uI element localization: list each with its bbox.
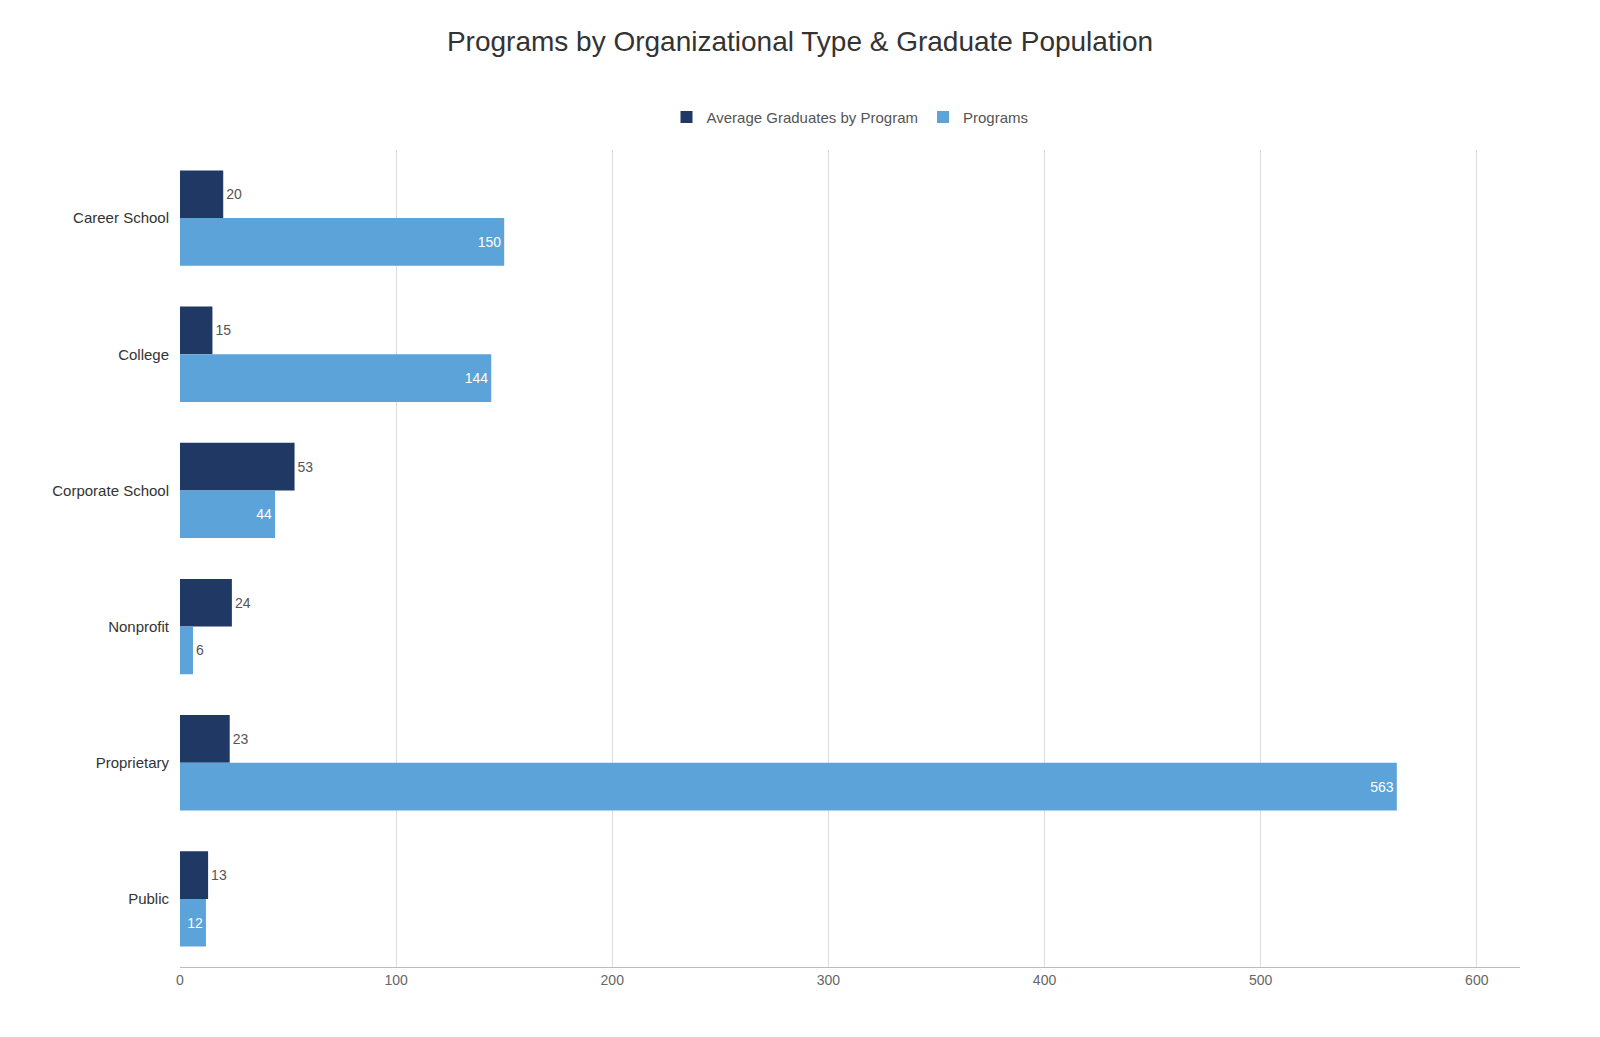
svg-text:23: 23 [233,731,249,747]
svg-text:Nonprofit: Nonprofit [108,618,170,635]
svg-text:144: 144 [465,370,489,386]
svg-text:563: 563 [1370,779,1394,795]
svg-text:Average Graduates by Program: Average Graduates by Program [707,109,919,126]
svg-text:15: 15 [215,322,231,338]
svg-text:Corporate School: Corporate School [52,482,169,499]
svg-text:Programs by Organizational Typ: Programs by Organizational Type & Gradua… [447,26,1153,57]
svg-text:Programs: Programs [963,109,1028,126]
svg-text:College: College [118,346,169,363]
svg-text:44: 44 [256,506,272,522]
svg-text:100: 100 [384,972,408,988]
svg-text:13: 13 [211,867,227,883]
svg-text:6: 6 [196,642,204,658]
svg-text:150: 150 [478,234,502,250]
svg-text:53: 53 [298,459,314,475]
svg-text:24: 24 [235,595,251,611]
svg-text:600: 600 [1465,972,1489,988]
svg-text:400: 400 [1033,972,1057,988]
svg-text:20: 20 [226,186,242,202]
svg-text:300: 300 [817,972,841,988]
svg-text:500: 500 [1249,972,1273,988]
svg-text:200: 200 [601,972,625,988]
svg-text:0: 0 [176,972,184,988]
svg-text:Career School: Career School [73,209,169,226]
svg-text:Public: Public [128,890,169,907]
svg-text:Proprietary: Proprietary [96,754,170,771]
svg-text:12: 12 [187,915,203,931]
